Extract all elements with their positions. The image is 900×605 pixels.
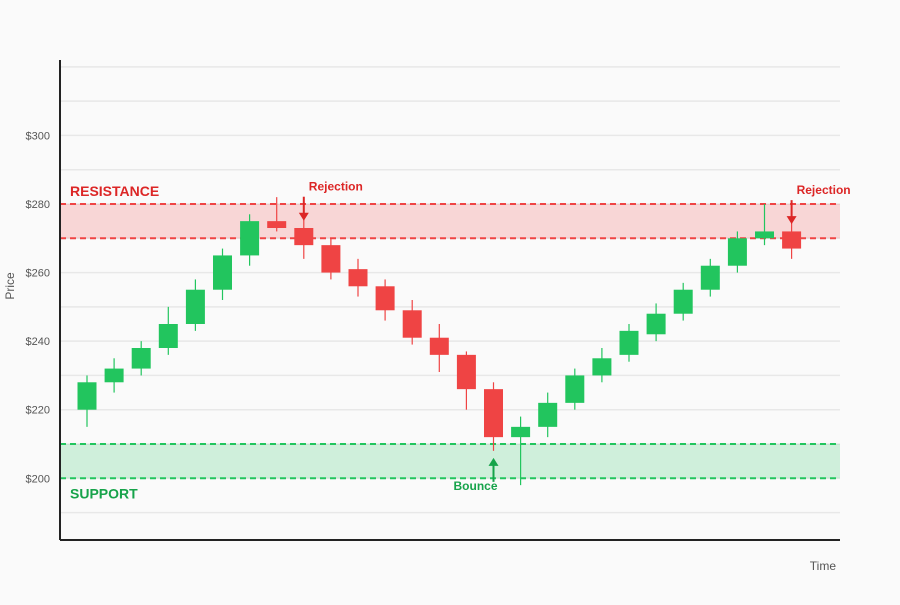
candle-body-down	[429, 337, 449, 355]
candle-body-down	[267, 221, 287, 228]
y-axis-title: Price	[3, 272, 17, 300]
y-tick-label: $200	[26, 473, 50, 485]
candle-body-down	[456, 354, 476, 390]
candle-body-up	[240, 221, 260, 256]
candle-body-up	[131, 348, 151, 369]
candle-body-up	[592, 358, 612, 376]
candle-body-up	[158, 324, 178, 348]
candle-body-down	[294, 228, 314, 246]
annotation-arrowhead	[786, 216, 797, 225]
annotation-layer: Rejection Bounce Rejection	[298, 180, 851, 493]
candle-body-down	[402, 310, 422, 338]
candle-body-up	[538, 402, 558, 427]
axis-layer: $200 $220 $240 $260 $280 $300 Time Price	[3, 60, 840, 573]
candle-body-up	[511, 426, 531, 438]
x-axis-title: Time	[810, 559, 837, 573]
resistance-zone	[60, 204, 840, 239]
y-tick-label: $280	[26, 199, 50, 211]
y-tick-label: $260	[26, 268, 50, 280]
annotation-label: Rejection	[309, 180, 363, 194]
candle-body-up	[77, 382, 97, 410]
annotation-label: Bounce	[454, 479, 498, 493]
support-zone	[60, 444, 840, 479]
candle-body-up	[104, 368, 124, 383]
y-tick-label: $220	[26, 405, 50, 417]
candle-body-down	[782, 231, 802, 249]
grid-layer	[60, 66, 840, 514]
candle-body-up	[673, 289, 693, 314]
candle-body-down	[348, 269, 368, 287]
resistance-label: RESISTANCE	[70, 183, 159, 199]
candle-body-up	[646, 313, 666, 335]
support-label: SUPPORT	[70, 485, 138, 501]
candle-body-up	[700, 265, 720, 290]
candle-body-down	[484, 389, 503, 438]
candle-body-down	[321, 245, 341, 273]
annotation-label: Rejection	[797, 183, 851, 197]
candle-body-up	[565, 375, 585, 403]
y-tick-label: $240	[26, 336, 50, 348]
candle-body-down	[375, 286, 395, 311]
annotation-arrowhead	[488, 457, 499, 466]
y-tick-label: $300	[26, 130, 50, 142]
candle-body-up	[213, 255, 232, 290]
annotation-arrowhead	[298, 212, 309, 221]
candle-body-up	[755, 231, 774, 239]
candle-layer	[77, 197, 802, 486]
candle-body-up	[727, 238, 747, 266]
candle-body-up	[185, 289, 205, 324]
candle-body-up	[619, 330, 639, 355]
zone-layer: RESISTANCE SUPPORT	[60, 183, 840, 501]
